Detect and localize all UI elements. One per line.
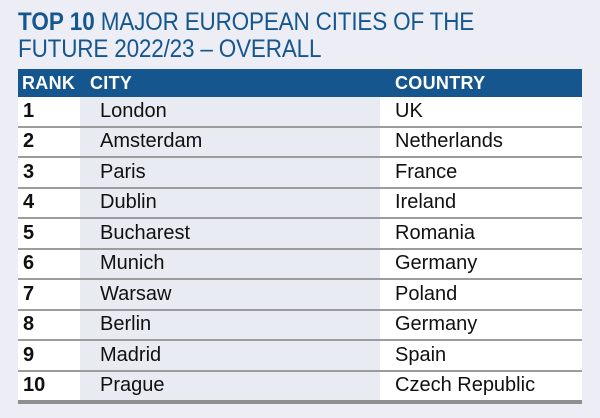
country-cell: Spain	[380, 341, 582, 370]
table-row: 1 London UK	[18, 97, 582, 128]
country-cell: Germany	[380, 310, 582, 339]
country-cell: France	[380, 158, 582, 187]
rank-cell: 6	[18, 249, 80, 278]
rank-cell: 10	[18, 371, 80, 400]
table-row: 3 Paris France	[18, 158, 582, 189]
country-cell: Romania	[380, 219, 582, 248]
rank-cell: 7	[18, 280, 80, 309]
rank-cell: 8	[18, 310, 80, 339]
rank-cell: 4	[18, 188, 80, 217]
city-cell: Madrid	[80, 341, 380, 370]
page-title-line1: TOP 10 MAJOR EUROPEAN CITIES OF THE	[18, 9, 594, 36]
city-cell: Berlin	[80, 310, 380, 339]
rank-cell: 5	[18, 219, 80, 248]
page-title-top10: TOP 10	[18, 8, 95, 36]
city-cell: Warsaw	[80, 280, 380, 309]
rank-cell: 1	[18, 97, 80, 126]
city-cell: Bucharest	[80, 219, 380, 248]
city-cell: Dublin	[80, 188, 380, 217]
table-row: 2 Amsterdam Netherlands	[18, 127, 582, 158]
table-row: 7 Warsaw Poland	[18, 280, 582, 311]
city-cell: Paris	[80, 158, 380, 187]
country-cell: UK	[380, 97, 582, 126]
table-row: 4 Dublin Ireland	[18, 188, 582, 219]
city-cell: London	[80, 97, 380, 126]
page-title: TOP 10 MAJOR EUROPEAN CITIES OF THE FUTU…	[18, 9, 594, 63]
column-header-rank: RANK	[22, 72, 76, 93]
table-row: 9 Madrid Spain	[18, 341, 582, 372]
table-header-row: RANK CITY COUNTRY	[18, 69, 582, 97]
rank-cell: 9	[18, 341, 80, 370]
page-title-line2: FUTURE 2022/23 – OVERALL	[18, 35, 322, 63]
rank-cell: 2	[18, 127, 80, 156]
page-title-line1-rest: MAJOR EUROPEAN CITIES OF THE	[94, 8, 475, 36]
table-row: 6 Munich Germany	[18, 249, 582, 280]
table-row: 8 Berlin Germany	[18, 310, 582, 341]
country-cell: Czech Republic	[380, 371, 582, 400]
country-cell: Ireland	[380, 188, 582, 217]
ranking-table-body: 1 London UK 2 Amsterdam Netherlands 3 Pa…	[18, 97, 582, 404]
column-header-city: CITY	[90, 72, 133, 93]
rank-cell: 3	[18, 158, 80, 187]
table-row: 5 Bucharest Romania	[18, 219, 582, 250]
city-cell: Prague	[80, 371, 380, 400]
country-cell: Germany	[380, 249, 582, 278]
column-header-country: COUNTRY	[395, 72, 486, 93]
table-row: 10 Prague Czech Republic	[18, 371, 582, 404]
country-cell: Poland	[380, 280, 582, 309]
city-cell: Munich	[80, 249, 380, 278]
city-cell: Amsterdam	[80, 127, 380, 156]
country-cell: Netherlands	[380, 127, 582, 156]
